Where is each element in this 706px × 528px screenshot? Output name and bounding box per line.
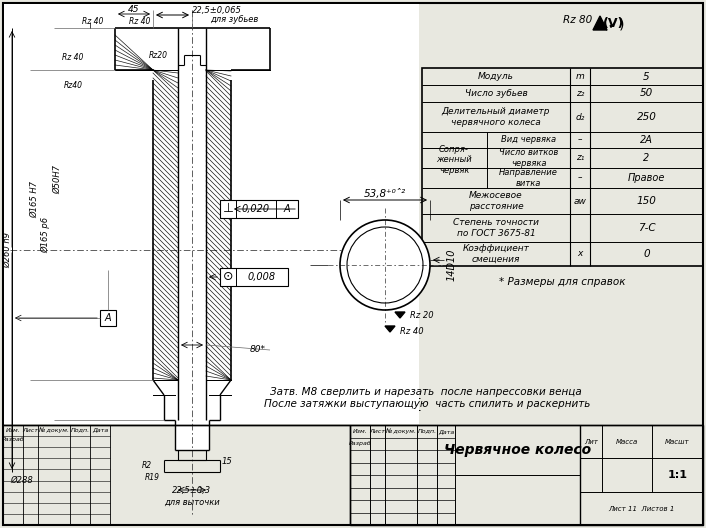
Text: № докум.: № докум. [39,427,69,433]
Text: аw: аw [573,196,587,205]
Text: 2А: 2А [640,135,653,145]
Text: Модуль: Модуль [478,72,514,81]
Text: 50: 50 [640,89,653,99]
Text: 14D10: 14D10 [447,249,457,281]
Text: Число зубьев: Число зубьев [465,89,527,98]
Text: Червячное колесо: Червячное колесо [444,443,591,457]
Text: Вид червяка: Вид червяка [501,136,556,145]
Text: Коэффициент
смещения: Коэффициент смещения [462,244,530,263]
Text: d₂: d₂ [575,112,585,121]
Text: 22,5±0,3: 22,5±0,3 [172,486,212,495]
Text: A: A [284,204,290,214]
Text: Ø288: Ø288 [11,476,33,485]
Text: Разраб: Разраб [1,438,25,442]
Text: Дата: Дата [438,429,454,433]
Bar [220,200,298,218]
Text: Дата: Дата [92,428,108,432]
Text: Rz 40: Rz 40 [62,53,84,62]
Text: 7-С: 7-С [638,223,655,233]
Text: Направление
витка: Направление витка [499,168,558,187]
Text: Лист 11  Листов 1: Лист 11 Листов 1 [609,505,675,511]
Text: Лит: Лит [584,439,598,445]
Polygon shape [115,28,270,450]
Text: Rz20: Rz20 [149,51,168,60]
Bar [422,68,703,266]
Text: № докум.: № докум. [385,428,417,434]
Text: ⊙: ⊙ [223,270,233,284]
Text: Rz40: Rz40 [64,80,83,90]
Text: x: x [578,250,582,259]
Text: Подп.: Подп. [417,429,436,433]
Text: для выточки: для выточки [164,497,220,506]
Text: (V): (V) [604,17,625,31]
Text: Ø260 h9: Ø260 h9 [4,232,13,268]
Text: Межосевое
расстояние: Межосевое расстояние [469,191,523,211]
Text: Правое: Правое [628,173,665,183]
Text: R19: R19 [145,474,160,483]
Text: 2: 2 [643,153,650,163]
Text: Число витков
червяка: Число витков червяка [499,148,558,168]
Text: 53,8⁺⁰ˆ²: 53,8⁺⁰ˆ² [364,189,406,199]
Text: –: – [578,174,582,183]
Text: 15: 15 [222,457,233,467]
Text: 0: 0 [643,249,650,259]
Bar [100,310,116,326]
Text: Ø50H7: Ø50H7 [54,165,63,194]
Text: z₂: z₂ [576,89,584,98]
Bar [220,268,288,286]
Text: 250: 250 [637,112,657,122]
Text: * Размеры для справок: * Размеры для справок [499,277,626,287]
Text: Разраб: Разраб [349,441,371,446]
Text: Изм.: Изм. [6,428,20,432]
Text: Rz 40: Rz 40 [83,17,104,26]
Polygon shape [385,326,395,332]
Text: 0,020: 0,020 [242,204,270,214]
Text: ⊥: ⊥ [222,203,234,215]
Text: R2: R2 [142,460,152,469]
Text: Rz 20: Rz 20 [410,312,433,320]
Text: z₁: z₁ [576,154,584,163]
Text: Rz 80: Rz 80 [563,15,592,25]
Bar [350,425,703,525]
Text: Изм.: Изм. [352,429,367,433]
Text: –: – [578,136,582,145]
Text: A: A [104,313,112,323]
Text: Масса: Масса [616,439,638,445]
Text: для зубьев: для зубьев [210,15,258,24]
Text: 45: 45 [128,5,140,14]
Text: Подп.: Подп. [71,428,90,432]
Text: Ø165 p6: Ø165 p6 [42,217,51,253]
Bar [4,4,419,424]
Text: Делительный диаметр
червячного колеса: Делительный диаметр червячного колеса [442,107,550,127]
Text: Сопря-
женный
червяк: Сопря- женный червяк [436,145,472,175]
Text: Rz 40: Rz 40 [129,17,150,26]
Polygon shape [593,16,607,30]
Text: Масшт: Масшт [665,439,690,445]
Text: 1:1: 1:1 [667,470,688,480]
Polygon shape [395,312,405,318]
Text: После затяжки выступающую  часть спилить и раскернить: После затяжки выступающую часть спилить … [264,399,590,409]
Text: 5: 5 [643,71,650,81]
Text: m: m [575,72,585,81]
Text: Лист: Лист [23,428,38,432]
Text: Степень точности
по ГОСТ 3675-81: Степень точности по ГОСТ 3675-81 [453,218,539,238]
Text: Лист: Лист [369,429,385,433]
Circle shape [340,220,430,310]
Text: 22,5±0,065: 22,5±0,065 [192,5,242,14]
Text: (✓): (✓) [603,17,626,31]
Text: 80*: 80* [250,345,266,354]
Text: Rz 40: Rz 40 [400,327,424,336]
Text: Затв. М8 сверлить и нарезать  после напрессовки венца: Затв. М8 сверлить и нарезать после напре… [270,387,582,397]
Text: 150: 150 [637,196,657,206]
Text: Ø165 H7: Ø165 H7 [30,182,40,219]
Text: 0,008: 0,008 [248,272,276,282]
